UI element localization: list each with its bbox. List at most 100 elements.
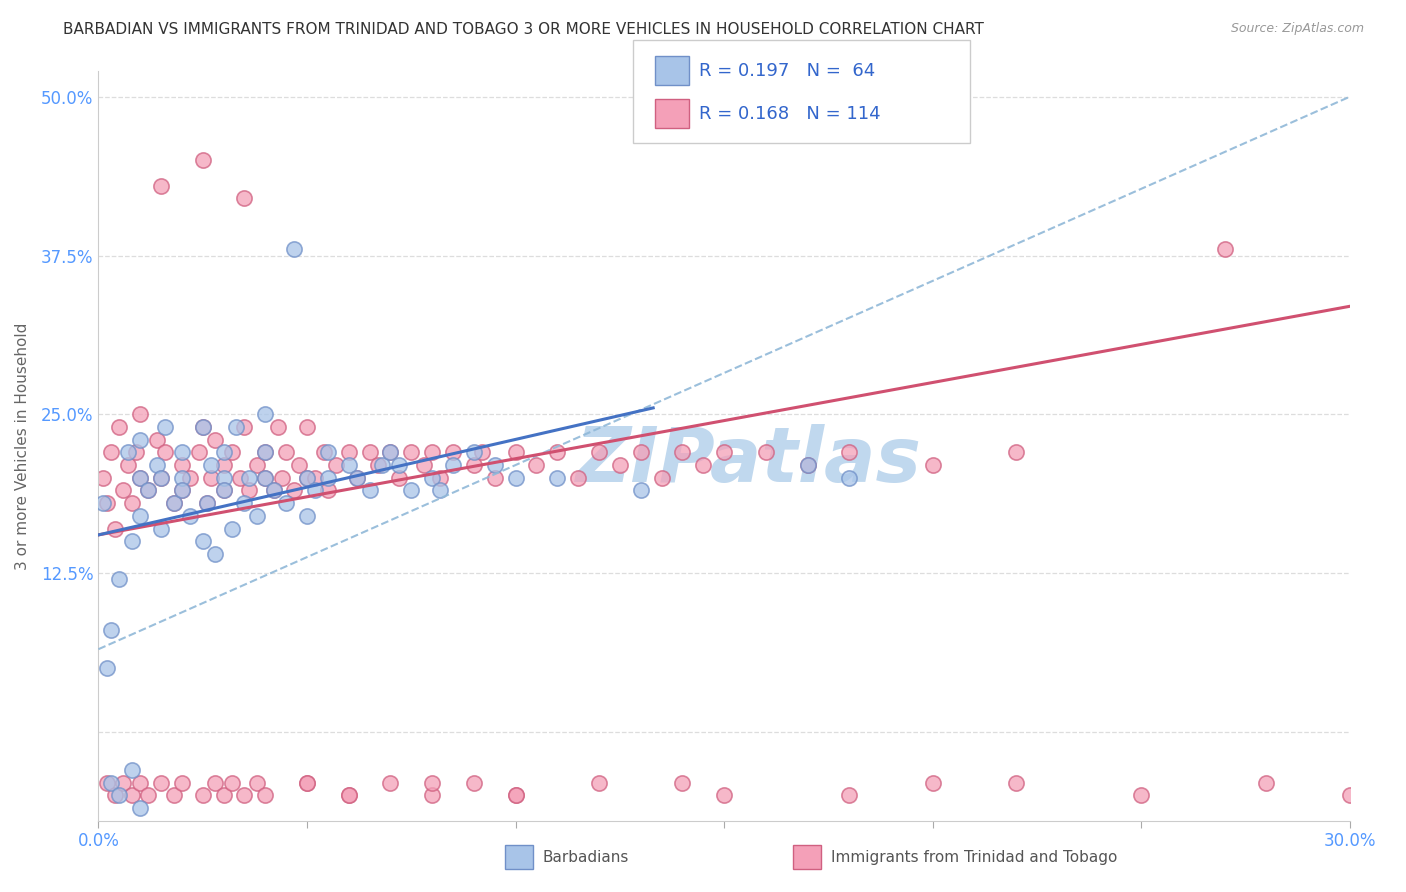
- Point: [191, 534, 214, 549]
- Point: [233, 496, 256, 510]
- Point: [312, 445, 335, 459]
- Point: [463, 445, 485, 459]
- Point: [295, 775, 318, 789]
- Point: [162, 789, 184, 803]
- Point: [274, 445, 298, 459]
- Point: [588, 775, 610, 789]
- Point: [246, 458, 269, 472]
- Point: [229, 471, 252, 485]
- Point: [420, 445, 443, 459]
- Point: [337, 789, 360, 803]
- Point: [921, 458, 943, 472]
- Point: [463, 775, 485, 789]
- Point: [233, 420, 256, 434]
- Point: [367, 458, 389, 472]
- Point: [388, 458, 411, 472]
- Point: [505, 471, 527, 485]
- Point: [295, 471, 318, 485]
- Point: [150, 471, 173, 485]
- Point: [150, 522, 173, 536]
- Point: [346, 471, 368, 485]
- Point: [129, 508, 152, 523]
- Point: [91, 471, 114, 485]
- Point: [187, 445, 209, 459]
- Point: [1005, 775, 1028, 789]
- Point: [283, 242, 305, 256]
- Point: [1213, 242, 1236, 256]
- Point: [651, 471, 673, 485]
- Point: [1130, 789, 1153, 803]
- Point: [233, 191, 256, 205]
- Point: [129, 775, 152, 789]
- Point: [254, 789, 277, 803]
- Point: [755, 445, 778, 459]
- Point: [129, 407, 152, 421]
- Point: [692, 458, 714, 472]
- Point: [221, 522, 243, 536]
- Point: [246, 508, 269, 523]
- Point: [337, 458, 360, 472]
- Point: [546, 445, 568, 459]
- Point: [337, 789, 360, 803]
- Point: [225, 420, 247, 434]
- Point: [170, 445, 193, 459]
- Point: [630, 483, 652, 498]
- Point: [112, 483, 135, 498]
- Point: [238, 483, 260, 498]
- Y-axis label: 3 or more Vehicles in Household: 3 or more Vehicles in Household: [15, 322, 30, 570]
- Point: [195, 496, 218, 510]
- Point: [380, 445, 402, 459]
- Point: [129, 471, 152, 485]
- Point: [380, 775, 402, 789]
- Point: [138, 483, 160, 498]
- Point: [91, 496, 114, 510]
- Point: [129, 433, 152, 447]
- Point: [254, 407, 277, 421]
- Point: [505, 445, 527, 459]
- Point: [104, 789, 127, 803]
- Point: [96, 496, 118, 510]
- Point: [359, 445, 381, 459]
- Point: [129, 801, 152, 815]
- Point: [346, 471, 368, 485]
- Text: Source: ZipAtlas.com: Source: ZipAtlas.com: [1230, 22, 1364, 36]
- Point: [796, 458, 818, 472]
- Point: [179, 471, 201, 485]
- Point: [796, 458, 818, 472]
- Point: [212, 445, 235, 459]
- Point: [295, 508, 318, 523]
- Point: [121, 789, 143, 803]
- Point: [104, 522, 127, 536]
- Point: [191, 153, 214, 168]
- Point: [337, 445, 360, 459]
- Point: [283, 483, 305, 498]
- Point: [179, 508, 201, 523]
- Point: [153, 420, 176, 434]
- Point: [170, 471, 193, 485]
- Point: [274, 496, 298, 510]
- Point: [204, 775, 226, 789]
- Point: [671, 445, 693, 459]
- Point: [121, 763, 143, 777]
- Point: [588, 445, 610, 459]
- Point: [505, 789, 527, 803]
- Point: [117, 458, 139, 472]
- Point: [429, 471, 451, 485]
- Point: [221, 445, 243, 459]
- Text: ZIPatlas: ZIPatlas: [576, 424, 922, 498]
- Point: [441, 445, 464, 459]
- Point: [371, 458, 394, 472]
- Point: [138, 789, 160, 803]
- Text: BARBADIAN VS IMMIGRANTS FROM TRINIDAD AND TOBAGO 3 OR MORE VEHICLES IN HOUSEHOLD: BARBADIAN VS IMMIGRANTS FROM TRINIDAD AN…: [63, 22, 984, 37]
- Point: [429, 483, 451, 498]
- Point: [287, 458, 309, 472]
- Point: [138, 483, 160, 498]
- Point: [212, 483, 235, 498]
- Point: [567, 471, 589, 485]
- Point: [671, 775, 693, 789]
- Point: [170, 775, 193, 789]
- Point: [212, 458, 235, 472]
- Point: [838, 789, 860, 803]
- Point: [204, 433, 226, 447]
- Point: [200, 471, 222, 485]
